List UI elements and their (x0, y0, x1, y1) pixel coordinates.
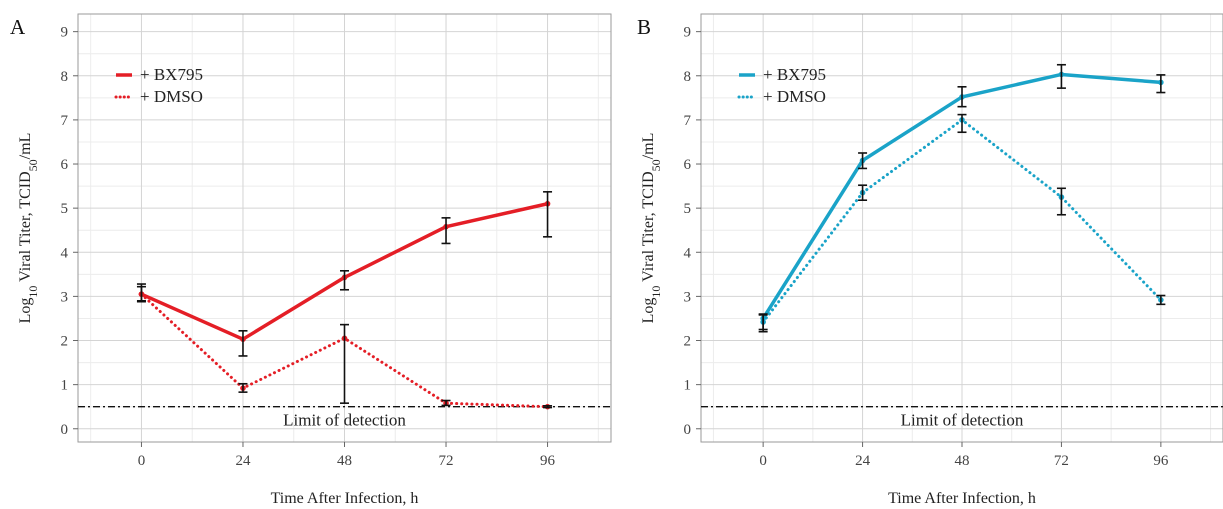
chart-panel-b: 0 24 48 72 96 0 1 2 3 4 5 6 7 8 9 Limit of detection + B… (637, 13, 1223, 507)
y-axis-title-subscript: 50 (649, 159, 663, 171)
y-tick-label: 7 (684, 113, 692, 129)
legend-label-bx795: + BX795 (140, 65, 203, 84)
y-axis-title-part: /mL (17, 133, 34, 160)
y-axis-title-part: Viral Titer, TCID (640, 171, 657, 285)
x-tick-label: 72 (439, 453, 454, 469)
y-axis-title-subscript: 50 (26, 159, 40, 171)
y-tick-label: 7 (61, 113, 69, 129)
x-axis-title: Time After Infection, h (271, 490, 419, 507)
y-tick-label: 4 (684, 245, 692, 261)
panel-label: A (10, 15, 26, 39)
limit-of-detection-label: Limit of detection (283, 411, 406, 430)
y-axis-title-subscript: 10 (649, 286, 663, 298)
chart-panel-a: 0 24 48 72 96 0 1 2 3 4 5 6 7 8 9 Limit of detection + B… (10, 13, 612, 507)
legend-label-dmso: + DMSO (763, 87, 826, 106)
y-tick-label: 1 (684, 378, 692, 394)
y-tick-label: 6 (684, 157, 692, 173)
panel-label: B (637, 15, 651, 39)
y-tick-label: 2 (684, 334, 692, 350)
legend-label-dmso: + DMSO (140, 87, 203, 106)
x-tick-label: 96 (1153, 453, 1169, 469)
x-tick-label: 48 (337, 453, 352, 469)
y-axis-title: Log10 Viral Titer, TCID50/mL (640, 133, 663, 324)
limit-of-detection-label: Limit of detection (901, 411, 1024, 430)
y-tick-label: 5 (684, 201, 692, 217)
y-tick-label: 3 (684, 289, 692, 305)
y-tick-label: 8 (684, 69, 692, 85)
x-tick-label: 0 (759, 453, 767, 469)
y-tick-label: 3 (61, 289, 69, 305)
y-tick-label: 6 (61, 157, 69, 173)
x-tick-label: 0 (138, 453, 146, 469)
y-tick-label: 2 (61, 334, 69, 350)
legend-label-bx795: + BX795 (763, 65, 826, 84)
y-tick-label: 1 (61, 378, 69, 394)
y-axis-title-part: Log (17, 298, 34, 324)
x-tick-label: 24 (235, 453, 251, 469)
x-tick-label: 96 (540, 453, 556, 469)
x-tick-label: 72 (1054, 453, 1069, 469)
y-axis-title-part: Viral Titer, TCID (17, 171, 34, 285)
y-tick-label: 9 (684, 25, 692, 41)
y-tick-label: 9 (61, 25, 69, 41)
y-tick-label: 0 (61, 422, 69, 438)
x-tick-label: 48 (955, 453, 970, 469)
x-axis-title: Time After Infection, h (888, 490, 1036, 507)
y-tick-label: 4 (61, 245, 69, 261)
y-tick-label: 8 (61, 69, 69, 85)
x-tick-label: 24 (855, 453, 871, 469)
y-axis-title: Log10 Viral Titer, TCID50/mL (17, 133, 40, 324)
y-tick-label: 0 (684, 422, 692, 438)
y-axis-title-subscript: 10 (26, 286, 40, 298)
y-tick-label: 5 (61, 201, 69, 217)
y-axis-title-part: Log (640, 298, 657, 324)
y-axis-title-part: /mL (640, 133, 657, 160)
